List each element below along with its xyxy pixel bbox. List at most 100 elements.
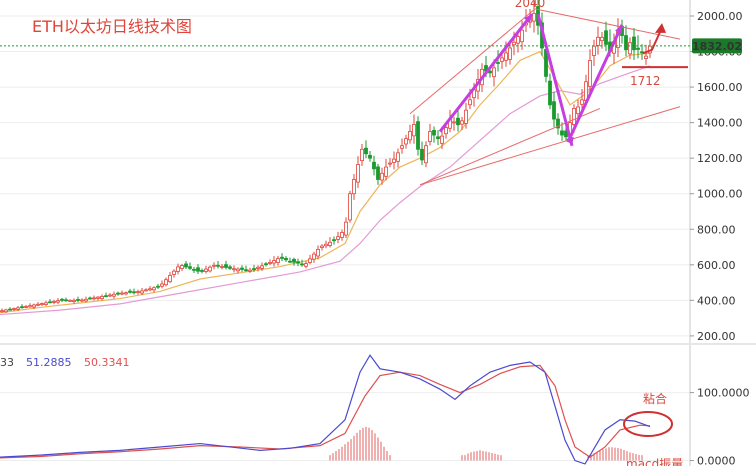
candle-body (108, 294, 112, 297)
candle-body (468, 99, 472, 106)
candle-body (88, 297, 92, 300)
candle-body (112, 293, 116, 297)
candle-body (396, 152, 400, 162)
candle-body (60, 298, 64, 301)
candle-body (260, 265, 264, 269)
candle-body (508, 47, 512, 60)
candle-body (168, 275, 172, 283)
candle-body (412, 124, 416, 137)
candle-body (280, 256, 284, 259)
candlesticks (0, 0, 652, 313)
candle-body (588, 60, 592, 87)
current-price-value: 1832.02 (692, 40, 742, 53)
candle-body (188, 266, 192, 269)
wave-arrow-up-2 (566, 24, 624, 143)
candle-body (560, 130, 564, 136)
price-axis: 200.00 400.00 600.00 800.00 1000.00 1200.00 14… (690, 10, 743, 343)
candle-body (64, 299, 68, 302)
candle-body (300, 263, 304, 266)
candle-body (4, 309, 8, 313)
dif-path (0, 354, 651, 465)
candle-body (216, 264, 220, 267)
candle-body (360, 148, 364, 162)
candle-body (512, 41, 516, 46)
candle-body (592, 45, 596, 56)
candle-body (496, 62, 500, 64)
candle-body (340, 232, 344, 238)
candle-body (228, 266, 232, 269)
wave-arrow-down (536, 13, 574, 147)
indicator-bottom-label: macd振量 (626, 457, 683, 466)
macd-histogram (329, 426, 643, 461)
candle-body (600, 36, 604, 42)
candle-body (316, 249, 320, 257)
candle-body (44, 302, 48, 305)
candle-body (20, 306, 24, 309)
candle-body (324, 243, 328, 247)
projection-arrow-head (655, 23, 666, 33)
candle-body (152, 287, 156, 291)
candle-body (136, 291, 140, 294)
candle-body (632, 36, 636, 51)
candle-body (180, 265, 184, 269)
candle-body (80, 299, 84, 302)
candle-body (104, 295, 108, 298)
candle-body (252, 268, 256, 270)
candle-body (176, 266, 180, 272)
candle-body (0, 310, 4, 313)
candle-body (92, 297, 96, 300)
candle-body (100, 296, 104, 300)
price-tick-label: 1600.00 (697, 81, 743, 94)
price-tick-label: 1400.00 (697, 117, 743, 130)
candle-body (256, 266, 260, 269)
candle-body (312, 253, 316, 260)
candle-body (516, 36, 520, 44)
candle-body (208, 266, 212, 272)
trendline (409, 8, 536, 115)
trendline (419, 107, 601, 186)
candle-body (272, 260, 276, 264)
candle-body (432, 129, 436, 136)
candle-body (16, 307, 20, 310)
candle-body (292, 258, 296, 263)
candle-body (628, 42, 632, 55)
candle-body (164, 279, 168, 286)
candle-body (436, 136, 440, 140)
price-tick-label: 800.00 (697, 223, 736, 236)
candle-body (28, 305, 32, 308)
candle-body (504, 52, 508, 61)
current-price-tag (692, 38, 742, 54)
dea-path (0, 364, 651, 459)
peak-label: 2040 (515, 0, 546, 10)
candle-body (364, 147, 368, 155)
trendline (534, 8, 681, 40)
candle-body (296, 261, 300, 264)
candle-body (320, 245, 324, 248)
candle-body (220, 266, 224, 268)
candle-body (416, 121, 420, 150)
candle-body (160, 283, 164, 287)
candle-body (344, 221, 348, 236)
candle-body (404, 138, 408, 145)
trendline (419, 106, 681, 186)
candle-body (596, 36, 600, 46)
candle-body (556, 118, 560, 129)
candle-body (332, 239, 336, 242)
candle-body (388, 162, 392, 165)
indicator-value-0: 33 (0, 356, 14, 369)
ma-fast-path (0, 50, 651, 314)
candle-body (532, 13, 536, 22)
candle-body (492, 67, 496, 78)
candle-body (392, 158, 396, 163)
candle-body (172, 270, 176, 275)
candle-body (128, 290, 132, 293)
indicator-value-1: 51.2885 (26, 356, 72, 369)
candle-body (184, 263, 188, 268)
indicator-tick-label: 0.0000 (697, 455, 736, 466)
candle-body (96, 296, 100, 299)
candle-body (352, 179, 356, 195)
candle-body (308, 258, 312, 263)
indicator-tick-label: 100.0000 (697, 387, 750, 400)
wave-arrow-up-2-head (615, 24, 623, 34)
projection-arrow (642, 31, 661, 55)
